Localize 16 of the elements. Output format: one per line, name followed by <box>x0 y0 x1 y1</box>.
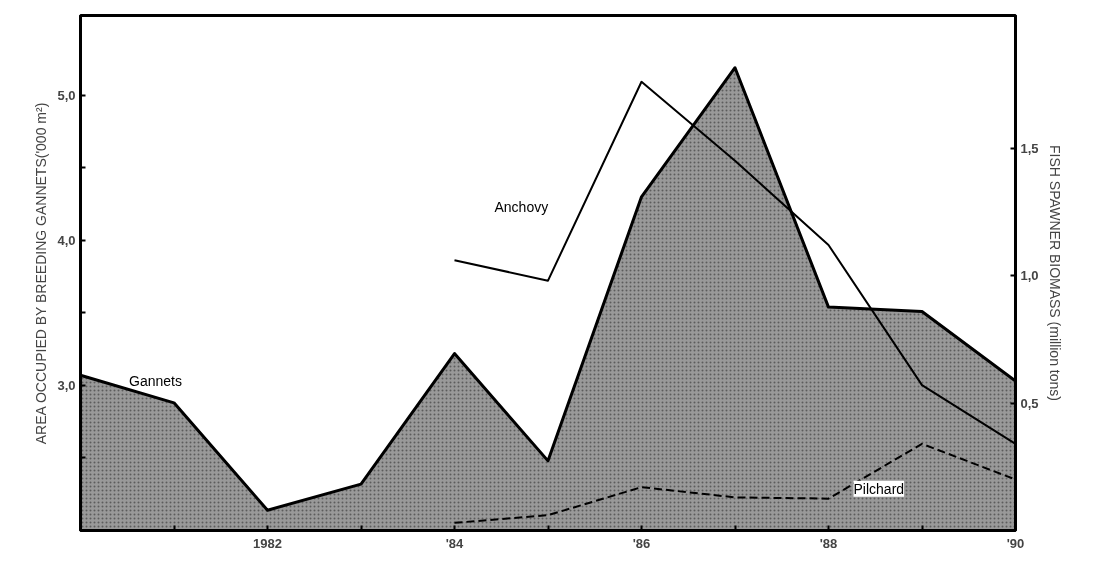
x-tick-label: 1982 <box>253 535 282 551</box>
series-label: Gannets <box>129 372 182 389</box>
y-axis-title: AREA OCCUPIED BY BREEDING GANNETS('000 m²) <box>33 102 50 445</box>
series-label: Pilchard <box>853 480 905 497</box>
y2-tick-label: 1,5 <box>1020 140 1039 156</box>
x-tick-label: '84 <box>445 535 465 551</box>
series-label: Anchovy <box>494 199 549 216</box>
x-tick-label: '86 <box>632 535 651 551</box>
y-tick-label: 3,0 <box>57 377 76 393</box>
y-tick-label: 5,0 <box>57 87 76 103</box>
x-tick-label: '88 <box>819 535 838 551</box>
y2-tick-label: 1,0 <box>1020 268 1039 284</box>
x-tick-label: '90 <box>1006 535 1025 551</box>
y-tick-label: 4,0 <box>57 232 76 248</box>
y2-tick-label: 0,5 <box>1020 395 1039 411</box>
y2-axis-title: FISH SPAWNER BIOMASS (million tons) <box>1046 145 1063 401</box>
